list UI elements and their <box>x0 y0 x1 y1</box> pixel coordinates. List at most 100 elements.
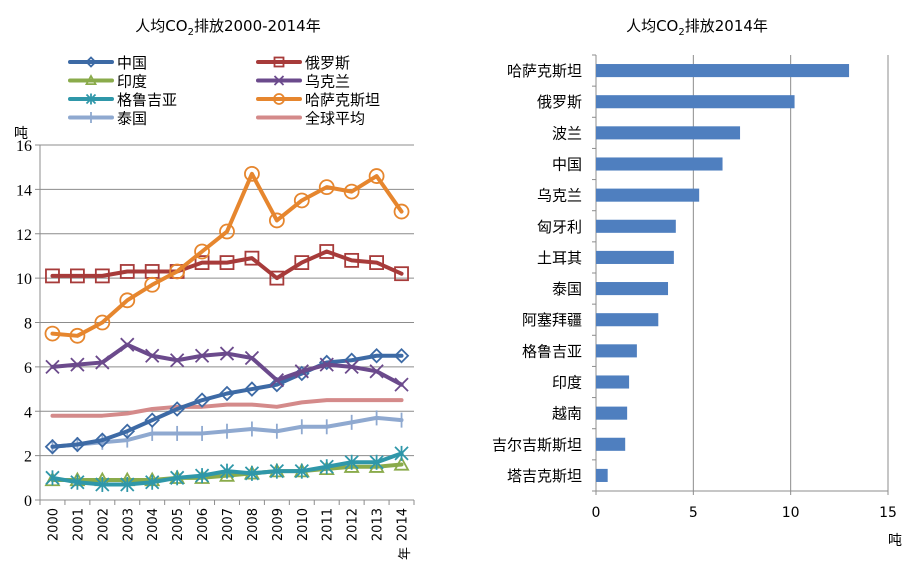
bar-chart-axes: 0 5 10 15 哈萨克斯坦俄罗斯波兰中国乌克兰匈牙利土耳其泰国阿塞拜疆格鲁吉亚印度越… <box>492 54 897 521</box>
bar-chart-category-label: 塔吉克斯坦 <box>507 467 582 485</box>
bar-chart-category-label: 匈牙利 <box>537 218 582 236</box>
bar-chart-x-tick-label: 0 <box>592 505 601 521</box>
data-point <box>369 454 384 470</box>
data-point <box>293 192 310 209</box>
data-point <box>219 463 235 479</box>
line-chart-y-tick-label: 10 <box>16 271 32 288</box>
series-line <box>50 171 404 338</box>
data-point <box>393 348 410 364</box>
legend-item: 泰国 <box>68 110 147 128</box>
bar-chart-category-label: 阿塞拜疆 <box>522 311 582 329</box>
x-marker-stroke <box>219 346 235 361</box>
bar <box>596 219 676 233</box>
line-chart-y-tick-label: 8 <box>24 316 32 333</box>
data-point <box>120 476 135 492</box>
bar-chart-category-label: 乌克兰 <box>537 187 582 205</box>
data-point <box>344 359 359 375</box>
line-chart-x-tick-label: 2009 <box>271 508 286 541</box>
data-point <box>119 264 135 279</box>
data-point <box>393 456 410 471</box>
line-chart-y-tick-label: 4 <box>24 404 32 421</box>
data-point <box>144 276 161 293</box>
x-marker-stroke <box>294 364 309 379</box>
line-chart-x-tick-label: 2010 <box>296 508 311 541</box>
x-marker-stroke <box>394 377 409 392</box>
bar-chart-title-suffix: 排放2014年 <box>685 17 768 35</box>
data-point <box>319 244 335 259</box>
data-point <box>369 364 384 379</box>
bar-chart-title: 人均CO2排放2014年 <box>626 17 768 38</box>
legend-label: 俄罗斯 <box>305 54 350 72</box>
legend-label: 泰国 <box>117 110 147 128</box>
line-chart-y-tick-label: 12 <box>16 227 32 244</box>
data-point <box>369 255 385 270</box>
data-point <box>169 401 185 417</box>
bar-chart-category-label: 越南 <box>552 405 582 423</box>
series-line <box>50 398 404 418</box>
triangle-marker <box>84 74 98 85</box>
bar <box>596 468 608 482</box>
series-line <box>50 249 404 281</box>
line-series-0 <box>44 348 410 455</box>
data-point <box>268 212 285 229</box>
bar-chart-category-label: 印度 <box>552 374 582 392</box>
data-point <box>95 355 110 370</box>
data-point <box>244 165 260 182</box>
line-chart-x-tick-label: 2002 <box>96 508 111 541</box>
line-chart-x-tick-label: 2000 <box>46 508 61 541</box>
bar <box>596 406 628 420</box>
line-chart-title-prefix: 人均CO <box>135 17 187 35</box>
line-chart-title-sub: 2 <box>188 27 194 38</box>
line-series-1 <box>45 244 409 286</box>
square-marker <box>273 56 285 68</box>
data-point <box>394 266 409 282</box>
data-point <box>69 327 86 344</box>
legend-label: 哈萨克斯坦 <box>305 91 380 109</box>
x-marker-stroke <box>244 350 260 366</box>
line-series-4 <box>45 445 409 492</box>
line-series-7 <box>50 398 404 418</box>
data-point <box>45 470 60 486</box>
x-marker-stroke <box>194 348 210 363</box>
x-marker-stroke <box>269 373 285 388</box>
data-point <box>45 359 60 375</box>
legend-item: 乌克兰 <box>256 73 350 91</box>
data-point <box>119 292 136 309</box>
data-point <box>269 463 285 479</box>
data-point <box>394 377 409 392</box>
line-series-6 <box>50 410 404 455</box>
bar <box>596 157 723 171</box>
circle-marker <box>273 93 285 105</box>
bar-chart-category-label: 吉尔吉斯斯坦 <box>492 436 582 454</box>
legend-label: 印度 <box>117 73 147 91</box>
bar-chart-x-axis-label: 吨 <box>888 533 902 549</box>
data-point <box>394 445 409 461</box>
legend-item: 中国 <box>68 54 147 72</box>
x-marker-stroke <box>70 357 85 372</box>
x-marker-stroke <box>369 364 384 379</box>
line-series-3 <box>45 337 409 392</box>
data-point <box>70 474 85 490</box>
bar-chart-x-tick-label: 15 <box>879 505 897 521</box>
bar-chart-category-label: 俄罗斯 <box>537 93 582 111</box>
line-chart-x-axis-unit: 年 <box>398 547 413 560</box>
line-chart-x-tick-label: 2013 <box>371 508 386 541</box>
data-point <box>70 268 85 284</box>
data-point <box>145 474 160 490</box>
data-point <box>269 376 285 393</box>
bar-chart-category-label: 波兰 <box>552 124 582 142</box>
data-point <box>120 337 135 352</box>
data-point <box>94 314 111 331</box>
x-marker-stroke <box>45 359 60 375</box>
line-chart-x-tick-label: 2011 <box>321 508 336 541</box>
data-point <box>294 364 309 379</box>
bar-chart-category-label: 哈萨克斯坦 <box>507 62 582 80</box>
x-marker-stroke <box>273 75 285 86</box>
x-marker-stroke <box>169 353 185 368</box>
bar <box>596 282 669 296</box>
legend-label: 格鲁吉亚 <box>117 91 177 109</box>
data-point <box>319 459 334 475</box>
legend-item: 格鲁吉亚 <box>68 91 177 109</box>
data-point <box>294 463 309 479</box>
